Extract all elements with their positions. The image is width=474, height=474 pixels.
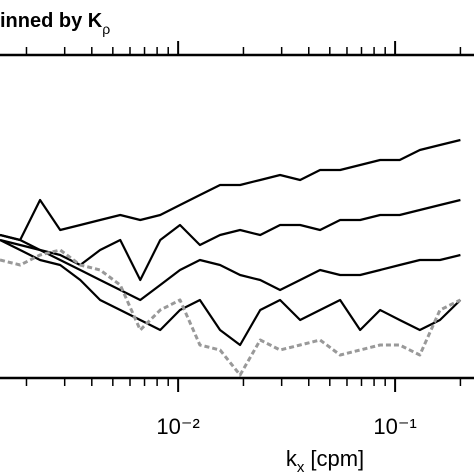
series-line — [0, 138, 461, 242]
series-line — [0, 239, 462, 347]
x-label-unit: [cpm] — [310, 446, 364, 471]
x-axis-label: kx [cpm] — [286, 446, 364, 474]
series-line — [0, 233, 461, 302]
x-label-subscript: x — [297, 459, 305, 474]
x-label-main: k — [286, 446, 298, 471]
title-subscript: ρ — [102, 21, 110, 37]
chart-title: inned by Kρ — [0, 10, 110, 37]
x-tick-label: 10⁻¹ — [373, 414, 416, 439]
series-line — [0, 198, 461, 282]
x-tick-label: 10⁻² — [156, 414, 199, 439]
title-main: inned by K — [0, 10, 103, 32]
series-line — [0, 248, 462, 377]
